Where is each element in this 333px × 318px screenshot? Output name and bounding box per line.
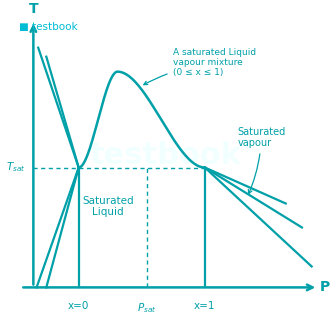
Text: x=1: x=1 — [194, 301, 215, 311]
Text: testbook: testbook — [90, 141, 242, 170]
Text: P: P — [320, 280, 330, 294]
Text: A saturated Liquid
vapour mixture
(0 ≤ x ≤ 1): A saturated Liquid vapour mixture (0 ≤ x… — [144, 48, 256, 85]
Text: $T_{sat}$: $T_{sat}$ — [6, 161, 25, 175]
Text: x=0: x=0 — [68, 301, 89, 311]
Text: $P_{sat}$: $P_{sat}$ — [137, 301, 157, 315]
Text: Saturated
Liquid: Saturated Liquid — [82, 196, 134, 217]
Text: Saturated
vapour: Saturated vapour — [237, 127, 285, 194]
Text: ■ testbook: ■ testbook — [19, 22, 78, 32]
Text: T: T — [29, 2, 38, 16]
